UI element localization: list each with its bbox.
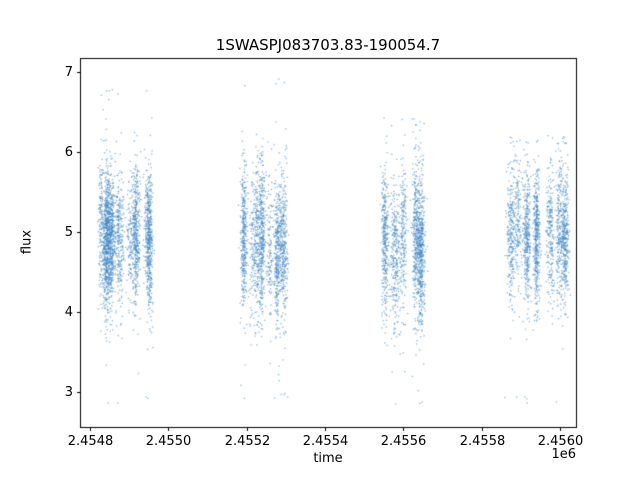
y-tick-label: 7 — [64, 64, 73, 80]
y-tick-label: 4 — [64, 304, 73, 320]
y-tick-label: 6 — [64, 144, 73, 160]
x-tick-label: 2.4560 — [537, 434, 584, 449]
x-tick-label: 2.4556 — [380, 434, 427, 449]
x-tick-label: 2.4548 — [67, 434, 114, 449]
x-tick-label: 2.4558 — [459, 434, 506, 449]
x-axis-offset-label: 1e6 — [551, 447, 576, 462]
chart-title: 1SWASPJ083703.83-190054.7 — [215, 36, 441, 54]
x-tick-label: 2.4554 — [302, 434, 349, 449]
x-tick-label: 2.4550 — [145, 434, 192, 449]
x-tick-label: 2.4552 — [224, 434, 271, 449]
x-axis-label: time — [313, 451, 343, 466]
y-tick-label: 5 — [64, 224, 73, 240]
y-axis-label: flux — [19, 229, 35, 255]
y-tick-label: 3 — [64, 384, 73, 400]
